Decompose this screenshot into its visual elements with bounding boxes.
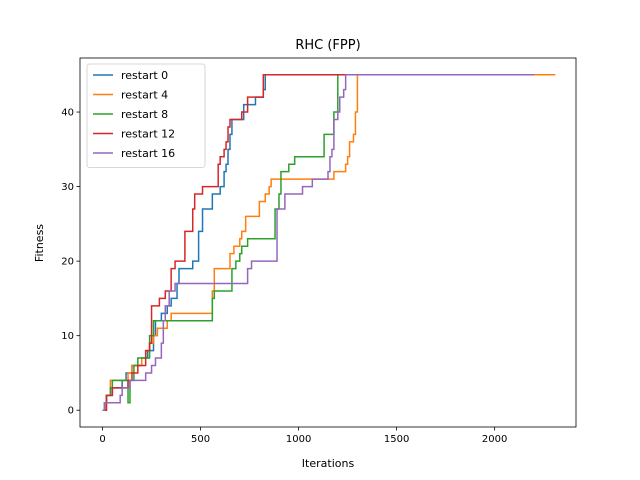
y-tick-label-3: 30: [61, 182, 74, 193]
legend-label-0: restart 0: [121, 69, 168, 82]
y-tick-label-2: 20: [61, 257, 74, 268]
y-tick-label-1: 10: [61, 331, 74, 342]
legend-box: [86, 63, 206, 168]
y-tick-label-4: 40: [61, 108, 74, 119]
series-line-1: [102, 74, 556, 411]
series-line-3: [102, 74, 534, 411]
x-tick-label-1: 500: [191, 434, 210, 445]
chart-title: RHC (FPP): [295, 38, 360, 53]
x-tick-label-2: 1000: [286, 434, 311, 445]
legend: restart 0 restart 4 restart 8 restart 12 res…: [86, 63, 206, 168]
y-tick-label-0: 0: [68, 406, 74, 417]
x-tick-label-4: 2000: [482, 434, 507, 445]
y-axis-label: Fitness: [33, 224, 46, 262]
legend-label-3: restart 12: [121, 128, 175, 141]
legend-label-1: restart 4: [121, 89, 168, 102]
axes-layer: 0 500 1000 1500 2000 0 10 20 30 40: [61, 57, 577, 445]
series-line-4: [102, 74, 534, 411]
x-tick-label-3: 1500: [384, 434, 409, 445]
x-tick-label-0: 0: [99, 434, 105, 445]
series-layer: [102, 74, 556, 411]
legend-label-2: restart 8: [121, 108, 168, 121]
x-axis-label: Iterations: [302, 457, 355, 470]
legend-label-4: restart 16: [121, 147, 175, 160]
axes-frame: [79, 57, 577, 428]
